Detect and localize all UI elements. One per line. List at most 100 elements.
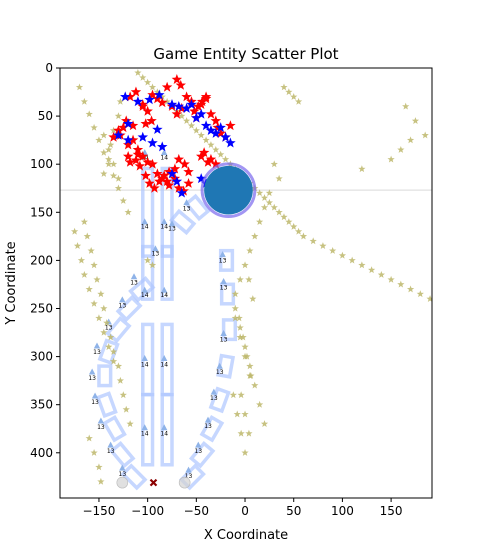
series-1-point-13 <box>215 122 226 133</box>
series-2-point-110 <box>249 295 257 302</box>
entity-triangle-6 <box>152 245 159 252</box>
series-1-point-1 <box>132 96 144 107</box>
wall-25 <box>184 193 211 222</box>
series-2-point-120 <box>109 160 118 168</box>
entity-label-20: 14 <box>141 431 149 438</box>
series-0-point-30 <box>147 158 158 169</box>
entity-triangle-12 <box>93 342 101 349</box>
series-2-point-121 <box>114 174 123 182</box>
wall-13 <box>95 391 118 419</box>
series-0-point-11 <box>181 91 192 102</box>
entity-triangle-26 <box>210 388 218 395</box>
entity-triangle-3 <box>160 218 168 225</box>
series-2-point-4 <box>95 136 103 144</box>
series-2-point-105 <box>229 391 237 399</box>
x-axis-label: X Coordinate <box>204 528 288 543</box>
series-0-point-65 <box>140 118 151 129</box>
series-2-point-99 <box>256 400 264 408</box>
series-2-point-21 <box>114 362 123 370</box>
series-0-point-54 <box>169 173 181 184</box>
series-2-point-122 <box>358 165 366 173</box>
dark-marker <box>149 478 158 487</box>
series-2-point-71 <box>256 189 264 197</box>
series-2-point-44 <box>105 343 113 351</box>
series-2-point-76 <box>280 213 288 221</box>
series-2-point-134 <box>256 218 264 225</box>
entity-triangle-24 <box>220 330 227 337</box>
entity-triangle-16 <box>107 441 114 448</box>
series-0-point-40 <box>198 147 210 158</box>
series-2-point-32 <box>107 141 115 149</box>
wall-0 <box>141 166 155 258</box>
series-0-point-29 <box>142 156 153 167</box>
entity-label-3: 14 <box>160 224 168 231</box>
entity-label-16: 13 <box>107 448 115 455</box>
series-2-point-29 <box>97 477 105 485</box>
series-0-point-33 <box>161 176 173 186</box>
series-1-point-8 <box>191 112 202 123</box>
entity-label-22: 13 <box>219 257 227 264</box>
series-0-point-42 <box>205 153 217 164</box>
plot-content: 1414141413131314141313131313131313131414… <box>60 69 432 491</box>
series-2-point-48 <box>144 78 152 86</box>
series-2-point-9 <box>119 196 127 204</box>
series-0-point-25 <box>122 139 134 150</box>
entity-triangle-13 <box>88 368 96 375</box>
wall-19 <box>221 318 238 342</box>
entity-label-24: 13 <box>220 336 228 343</box>
series-0-point-7 <box>161 81 173 92</box>
entity-triangle-15 <box>97 417 105 424</box>
series-2-point-38 <box>77 256 86 264</box>
entity-triangle-2 <box>141 218 148 225</box>
wall-23 <box>188 441 216 469</box>
series-0-point-31 <box>152 168 163 179</box>
entity-triangle-14 <box>91 392 99 399</box>
series-2-point-83 <box>329 246 337 254</box>
series-2-point-123 <box>387 155 395 163</box>
wall-8 <box>128 276 156 303</box>
series-0-point-61 <box>200 91 212 102</box>
series-2-point-136 <box>246 246 254 254</box>
entity-label-12: 13 <box>93 349 101 356</box>
series-2-point-41 <box>90 299 98 307</box>
series-0-point-44 <box>122 151 134 161</box>
series-2-point-129 <box>294 97 303 105</box>
series-1-point-9 <box>195 108 207 119</box>
series-0-point-63 <box>175 79 186 90</box>
series-1-point-15 <box>225 137 236 148</box>
series-2-point-63 <box>217 150 225 158</box>
series-0-point-60 <box>196 96 208 107</box>
series-2-point-28 <box>95 463 103 471</box>
wall-16 <box>120 463 148 491</box>
series-0-point-4 <box>147 89 158 100</box>
series-0-point-70 <box>137 100 149 111</box>
series-0-point-57 <box>183 177 194 188</box>
series-1-point-0 <box>120 91 131 102</box>
y-tick-label-3: 150 <box>30 205 53 219</box>
y-tick-label-5: 250 <box>30 301 53 315</box>
series-2-point-2 <box>85 110 93 118</box>
series-2-point-115 <box>237 391 245 399</box>
x-tick-label-5: 100 <box>331 504 354 518</box>
y-tick-label-1: 50 <box>38 109 53 123</box>
y-tick-label-2: 100 <box>30 157 53 171</box>
series-2-point-34 <box>114 112 123 120</box>
series-0-point-1 <box>130 86 142 97</box>
series-1-point-4 <box>166 99 178 109</box>
series-2-point-86 <box>358 261 366 269</box>
series-2-point-87 <box>368 266 376 274</box>
entity-triangle-21 <box>160 424 168 431</box>
series-2-point-47 <box>139 73 147 81</box>
series-2-point-12 <box>83 232 91 240</box>
series-2-point-102 <box>236 333 244 341</box>
chart-title: Game Entity Scatter Plot <box>153 45 338 63</box>
y-tick-label-6: 300 <box>30 350 53 364</box>
y-tick-label-8: 400 <box>30 446 53 460</box>
series-0-point-64 <box>146 115 157 126</box>
series-2-point-56 <box>182 117 191 124</box>
entity-label-8: 14 <box>160 292 168 299</box>
series-2-point-132 <box>265 189 273 197</box>
entity-triangle-10 <box>119 296 126 303</box>
entity-label-21: 14 <box>160 431 168 438</box>
series-2-point-3 <box>90 123 98 131</box>
